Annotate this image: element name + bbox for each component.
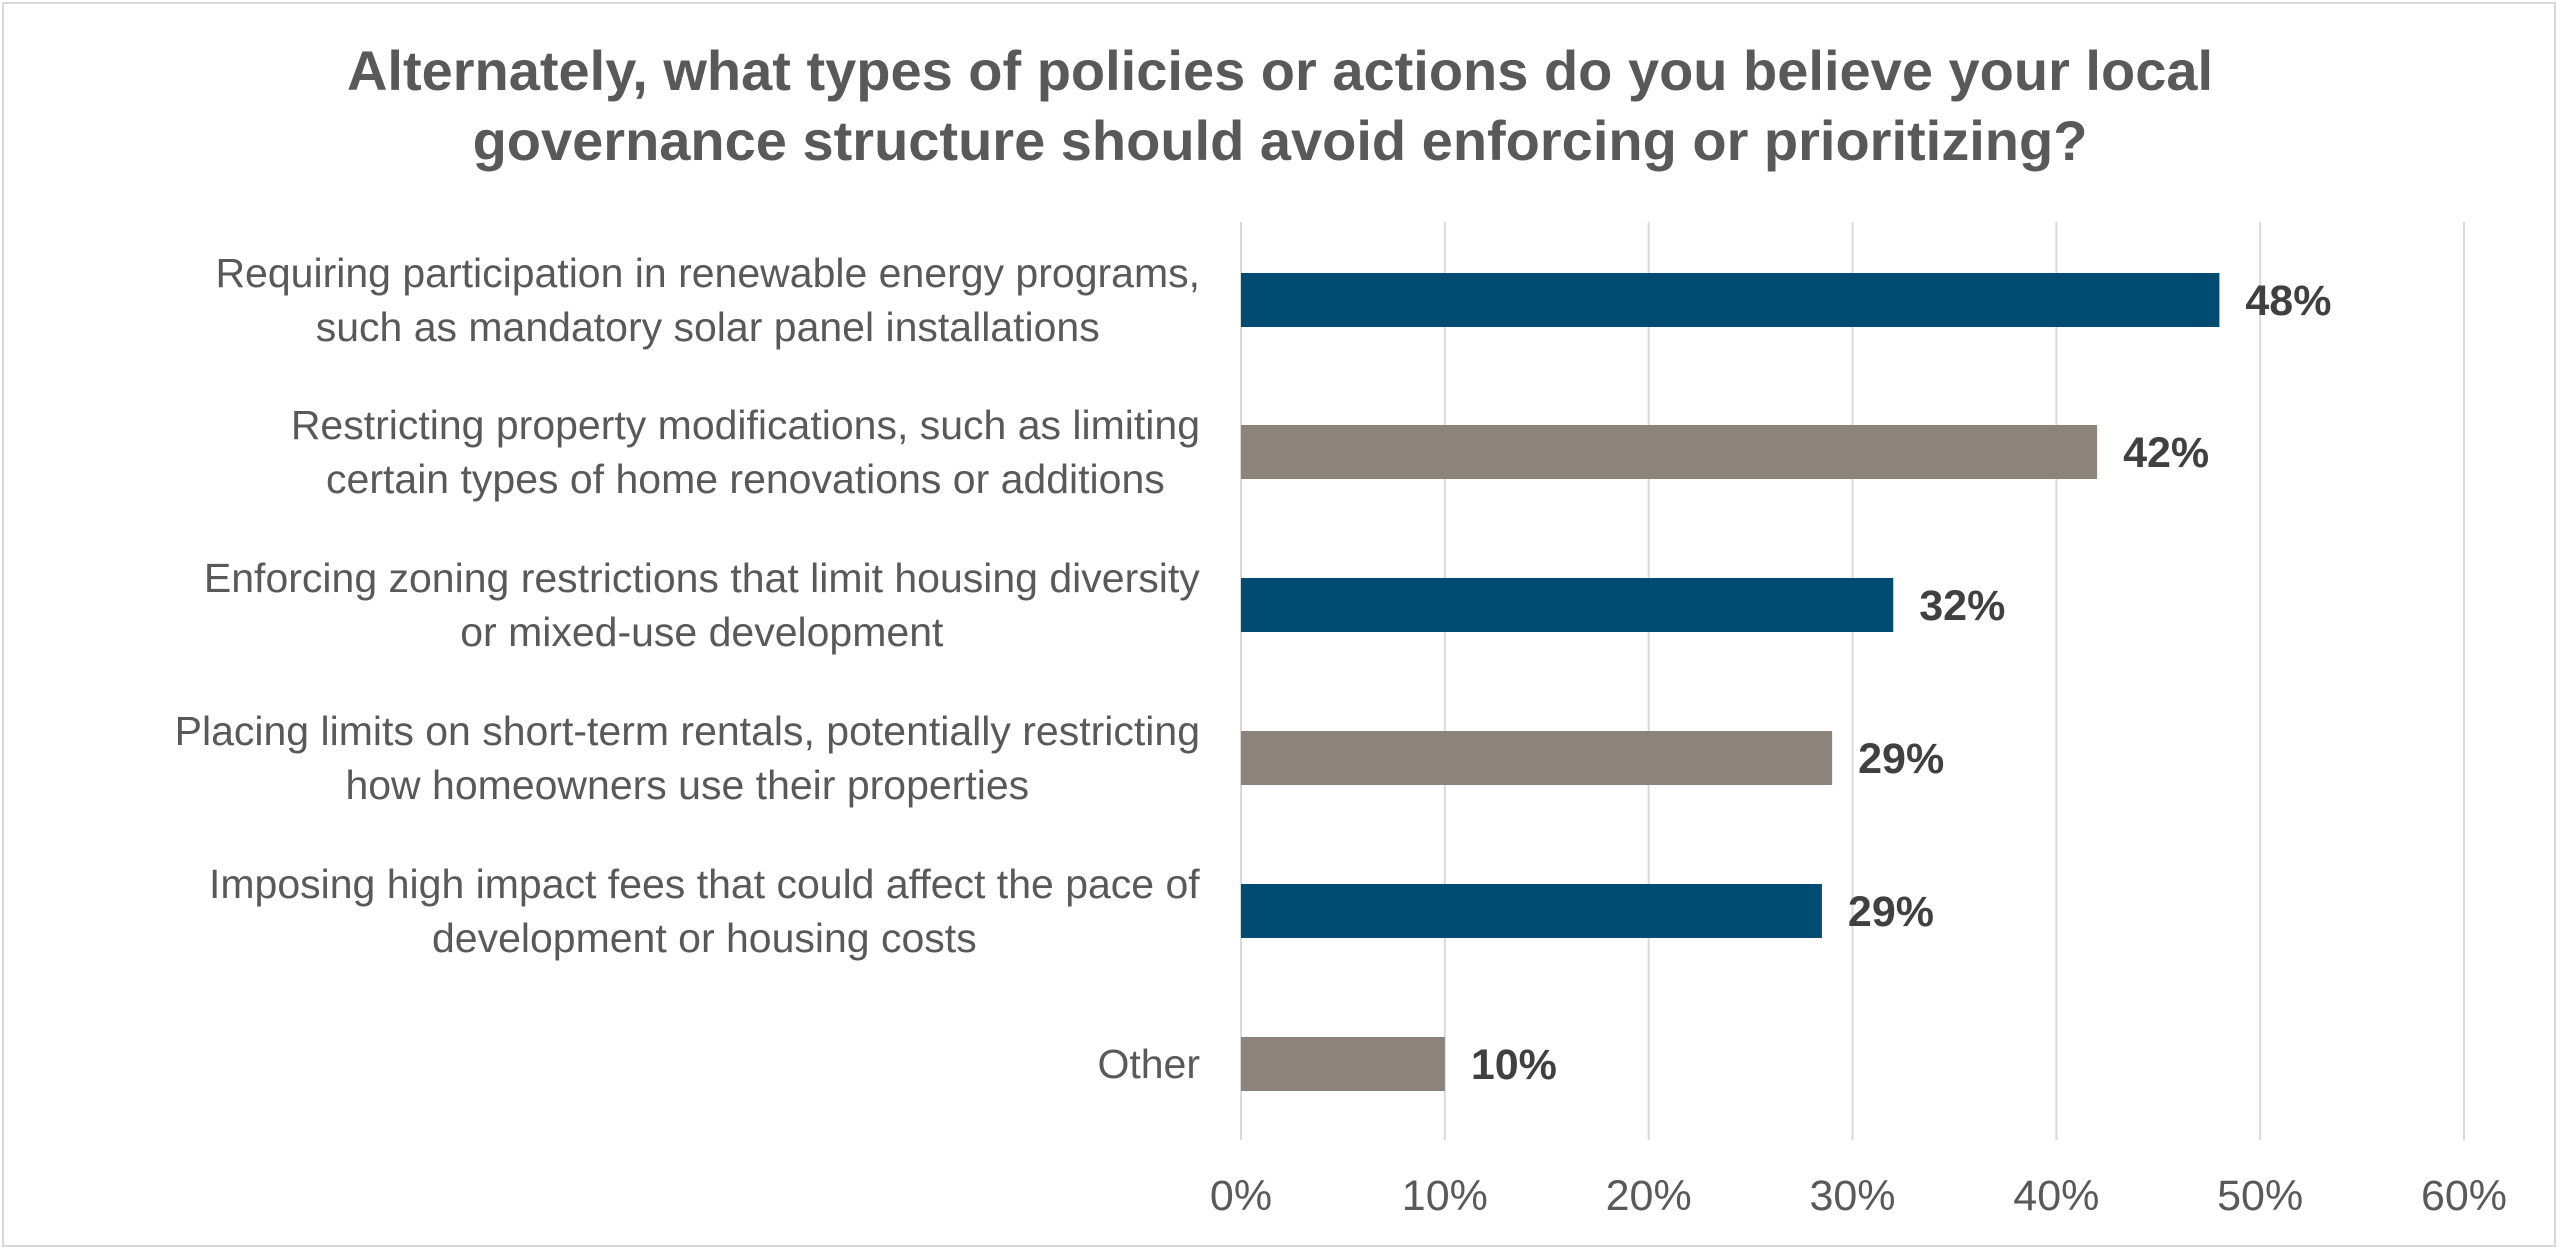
bar-3 (1241, 578, 1894, 632)
x-tick-label-60: 60% (2421, 1172, 2507, 1220)
category-label-1: Requiring participation in renewable ene… (215, 250, 1200, 350)
value-label-1: 48% (2245, 277, 2331, 325)
bar-1 (1241, 273, 2220, 327)
category-label-line: certain types of home renovations or add… (326, 456, 1165, 502)
x-tick-label-0: 0% (1210, 1172, 1272, 1220)
category-label-line: Requiring participation in renewable ene… (215, 250, 1200, 296)
chart-title: Alternately, what types of policies or a… (346, 39, 2214, 172)
bar-6 (1241, 1037, 1445, 1091)
category-label-line: Placing limits on short-term rentals, po… (175, 708, 1200, 754)
x-axis-tick-labels: 0% 10% 20% 30% 40% 50% 60% (1210, 1172, 2507, 1220)
value-label-6: 10% (1471, 1041, 1557, 1089)
category-label-line: Restricting property modifications, such… (291, 402, 1200, 448)
category-label-line: Other (1097, 1041, 1200, 1087)
bars (1241, 273, 2220, 1091)
category-label-line: or mixed-use development (460, 609, 944, 655)
value-labels: 48% 42% 32% 29% 29% 10% (1471, 277, 2332, 1089)
x-tick-label-10: 10% (1402, 1172, 1488, 1220)
x-tick-label-50: 50% (2217, 1172, 2303, 1220)
x-tick-label-40: 40% (2013, 1172, 2099, 1220)
bar-4 (1241, 731, 1833, 785)
value-label-3: 32% (1919, 582, 2005, 630)
category-labels: Requiring participation in renewable ene… (175, 250, 1201, 1087)
category-label-line: such as mandatory solar panel installati… (316, 304, 1100, 350)
value-label-5: 29% (1848, 888, 1934, 936)
category-label-2: Restricting property modifications, such… (291, 402, 1200, 502)
gridlines (1240, 222, 2465, 1140)
category-label-3: Enforcing zoning restrictions that limit… (204, 555, 1200, 655)
value-label-4: 29% (1858, 735, 1944, 783)
x-tick-label-30: 30% (1809, 1172, 1895, 1220)
category-label-5: Imposing high impact fees that could aff… (209, 861, 1200, 961)
category-label-line: development or housing costs (432, 915, 977, 961)
value-label-2: 42% (2123, 429, 2209, 477)
category-label-line: Enforcing zoning restrictions that limit… (204, 555, 1200, 601)
category-label-6: Other (1097, 1041, 1200, 1087)
category-label-line: how homeowners use their properties (345, 762, 1029, 808)
category-label-4: Placing limits on short-term rentals, po… (175, 708, 1200, 808)
category-label-line: Imposing high impact fees that could aff… (209, 861, 1200, 907)
x-tick-label-20: 20% (1606, 1172, 1692, 1220)
bar-5 (1241, 884, 1822, 938)
bar-2 (1241, 425, 2098, 479)
